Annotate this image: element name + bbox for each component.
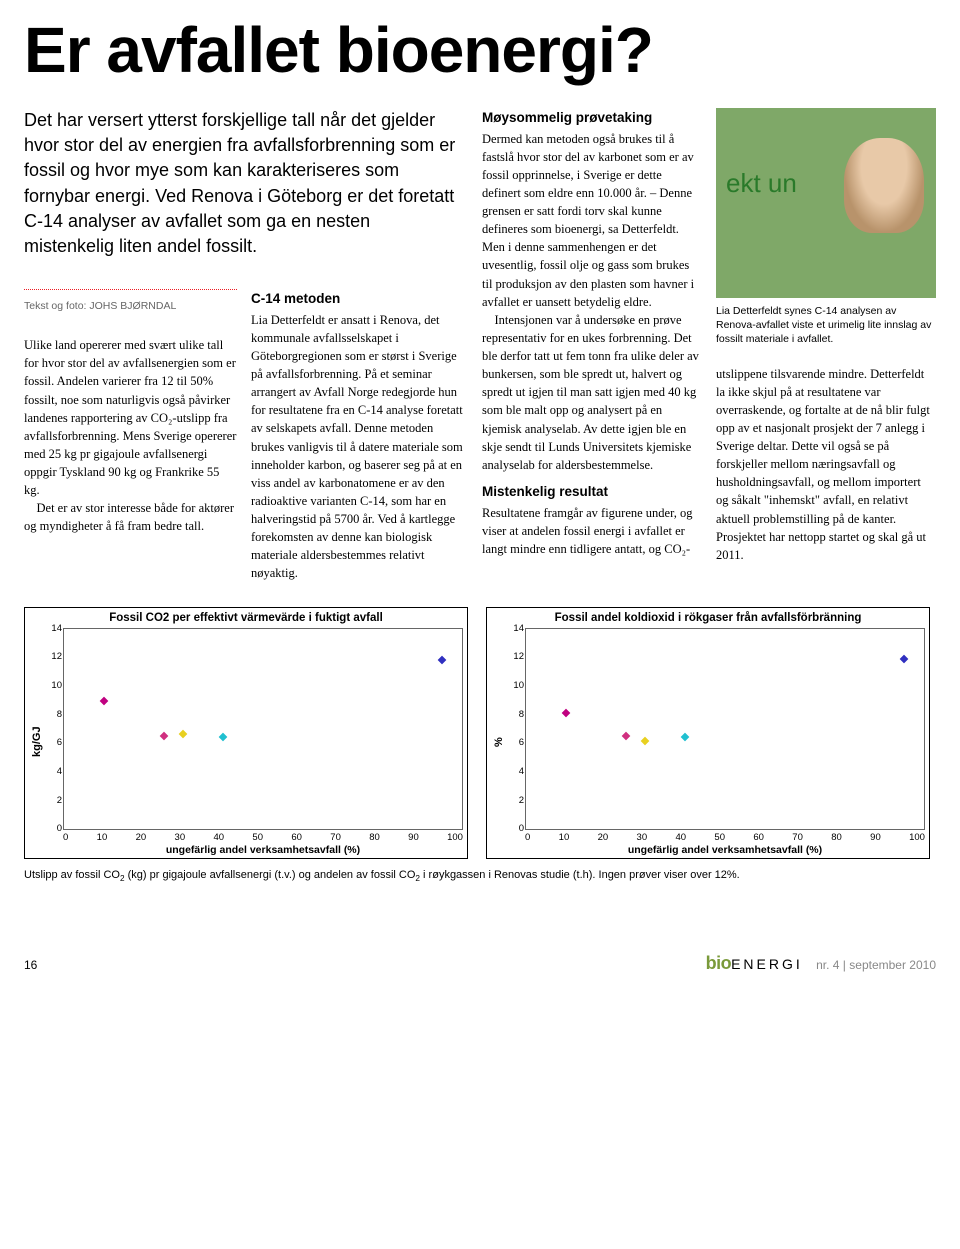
chart-yticks: 02468101214 bbox=[44, 623, 62, 835]
chart-yticks: 02468101214 bbox=[506, 623, 524, 835]
chart-plot-area: 02468101214 bbox=[63, 628, 463, 830]
issue-info: nr. 4 | september 2010 bbox=[816, 958, 936, 972]
chart-xticks: 0102030405060708090100 bbox=[525, 832, 925, 843]
chart-xlabel: ungefärlig andel verksamhetsavfall (%) bbox=[525, 844, 925, 856]
article-headline: Er avfallet bioenergi? bbox=[24, 18, 936, 82]
body-paragraph: Dermed kan metoden også brukes til å fas… bbox=[482, 130, 702, 311]
subhead: C-14 metoden bbox=[251, 289, 464, 309]
body-paragraph: Intensjonen var å undersøke en prøve rep… bbox=[482, 311, 702, 474]
article-photo bbox=[716, 108, 936, 298]
chart-title: Fossil CO2 per effektivt värmevärde i fu… bbox=[29, 612, 463, 624]
logo: bioENERGI bbox=[706, 953, 803, 973]
chart-title: Fossil andel koldioxid i rökgaser från a… bbox=[491, 612, 925, 624]
chart-right: Fossil andel koldioxid i rökgaser från a… bbox=[486, 607, 930, 859]
chart-xticks: 0102030405060708090100 bbox=[63, 832, 463, 843]
charts-row: Fossil CO2 per effektivt värmevärde i fu… bbox=[24, 607, 936, 859]
chart-xlabel: ungefärlig andel verksamhetsavfall (%) bbox=[63, 844, 463, 856]
body-paragraph: Lia Detterfeldt er ansatt i Renova, det … bbox=[251, 311, 464, 583]
chart-left: Fossil CO2 per effektivt värmevärde i fu… bbox=[24, 607, 468, 859]
intro-paragraph: Det har versert ytterst forskjellige tal… bbox=[24, 108, 464, 259]
column-4: Lia Detterfeldt synes C-14 analysen av R… bbox=[716, 108, 936, 583]
column-1: Tekst og foto: JOHS BJØRNDAL Ulike land … bbox=[24, 289, 237, 582]
chart-ylabel: % bbox=[491, 628, 507, 856]
figure-caption: Utslipp av fossil CO2 (kg) pr gigajoule … bbox=[24, 869, 936, 883]
chart-plot-area: 02468101214 bbox=[525, 628, 925, 830]
byline: Tekst og foto: JOHS BJØRNDAL bbox=[24, 300, 176, 312]
column-3: Møysommelig prøvetaking Dermed kan metod… bbox=[482, 108, 702, 583]
chart-ylabel: kg/GJ bbox=[29, 628, 45, 856]
body-paragraph: Det er av stor interesse både for aktøre… bbox=[24, 499, 237, 535]
body-paragraph: Ulike land opererer med svært ulike tall… bbox=[24, 336, 237, 499]
subhead: Møysommelig prøvetaking bbox=[482, 108, 702, 128]
column-2: C-14 metoden Lia Detterfeldt er ansatt i… bbox=[251, 289, 464, 582]
body-paragraph: Resultatene framgår av figurene under, o… bbox=[482, 504, 702, 558]
article-columns: Det har versert ytterst forskjellige tal… bbox=[24, 108, 936, 583]
body-paragraph: utslippene tilsvarende mindre. Detterfel… bbox=[716, 365, 936, 564]
page-number: 16 bbox=[24, 958, 37, 972]
subhead: Mistenkelig resultat bbox=[482, 482, 702, 502]
intro-block: Det har versert ytterst forskjellige tal… bbox=[24, 108, 464, 583]
footer-right: bioENERGI nr. 4 | september 2010 bbox=[706, 953, 936, 974]
photo-caption: Lia Detterfeldt synes C-14 analysen av R… bbox=[716, 304, 936, 347]
page-footer: 16 bioENERGI nr. 4 | september 2010 bbox=[24, 953, 936, 974]
